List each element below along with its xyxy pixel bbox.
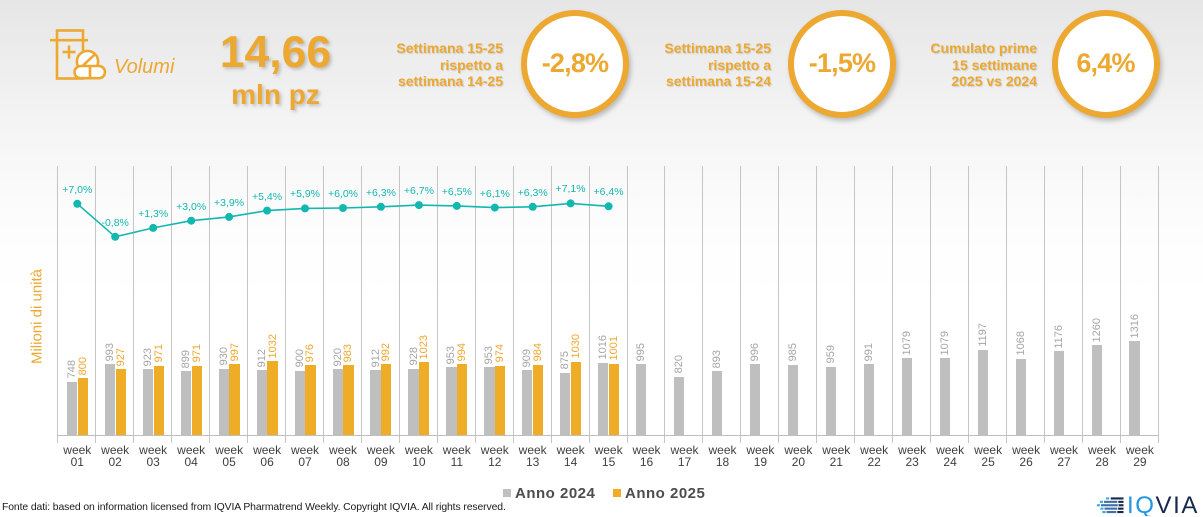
svg-text:IQVIA: IQVIA (1127, 494, 1199, 516)
